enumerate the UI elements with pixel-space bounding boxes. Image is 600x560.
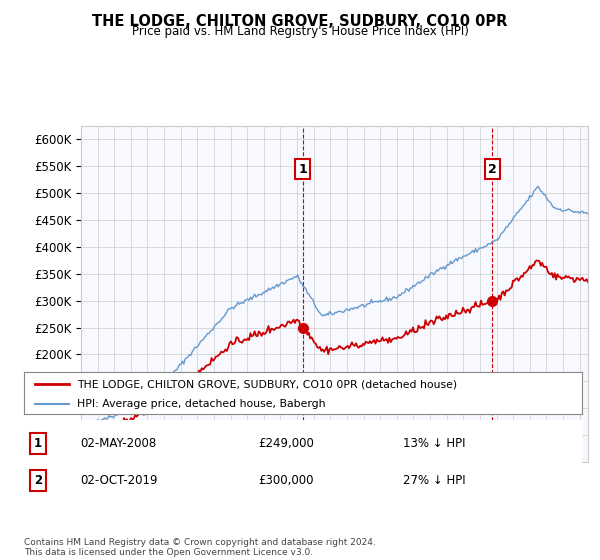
Text: Price paid vs. HM Land Registry's House Price Index (HPI): Price paid vs. HM Land Registry's House …: [131, 25, 469, 38]
Text: 13% ↓ HPI: 13% ↓ HPI: [403, 437, 466, 450]
Text: Contains HM Land Registry data © Crown copyright and database right 2024.
This d: Contains HM Land Registry data © Crown c…: [24, 538, 376, 557]
Text: 2: 2: [34, 474, 42, 487]
Text: £249,000: £249,000: [259, 437, 314, 450]
Text: 02-OCT-2019: 02-OCT-2019: [80, 474, 157, 487]
Text: HPI: Average price, detached house, Babergh: HPI: Average price, detached house, Babe…: [77, 399, 326, 409]
Text: 1: 1: [298, 162, 307, 175]
Text: 27% ↓ HPI: 27% ↓ HPI: [403, 474, 466, 487]
Text: 02-MAY-2008: 02-MAY-2008: [80, 437, 156, 450]
Text: THE LODGE, CHILTON GROVE, SUDBURY, CO10 0PR: THE LODGE, CHILTON GROVE, SUDBURY, CO10 …: [92, 14, 508, 29]
Text: 2: 2: [488, 162, 497, 175]
Text: £300,000: £300,000: [259, 474, 314, 487]
Text: 1: 1: [34, 437, 42, 450]
Text: THE LODGE, CHILTON GROVE, SUDBURY, CO10 0PR (detached house): THE LODGE, CHILTON GROVE, SUDBURY, CO10 …: [77, 379, 457, 389]
